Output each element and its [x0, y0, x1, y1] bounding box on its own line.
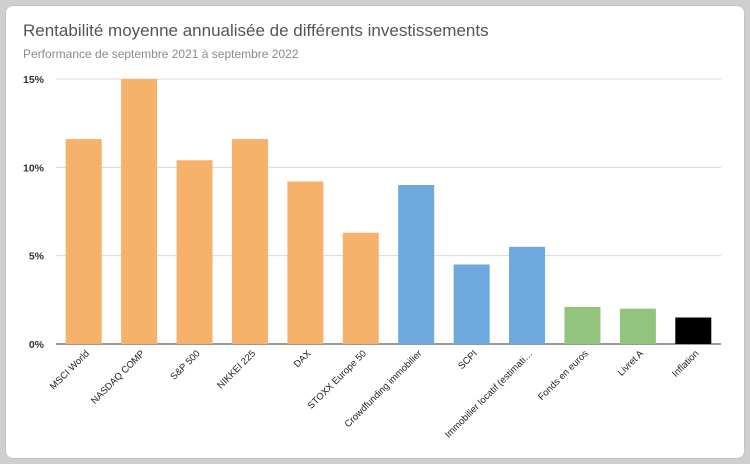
bar [65, 139, 102, 344]
bar [564, 306, 601, 344]
y-tick-labels: 0% 5% 10% 15% [23, 74, 45, 351]
bar [675, 317, 712, 344]
x-tick-label: Livret A [616, 348, 647, 379]
bar [121, 79, 158, 344]
gridlines [56, 78, 721, 345]
x-tick-label: NIKKEI 225 [215, 348, 258, 391]
bar [398, 185, 435, 344]
y-tick-label: 0% [29, 339, 45, 351]
x-tick-label: Fonds en euros [536, 348, 591, 403]
bar [176, 160, 213, 344]
bar [509, 246, 546, 344]
x-tick-label: NASDAQ COMP [89, 348, 147, 406]
bars [65, 79, 712, 344]
bar [287, 181, 324, 344]
y-tick-label: 10% [23, 162, 45, 174]
x-tick-label: DAX [292, 348, 314, 370]
chart-title: Rentabilité moyenne annualisée de différ… [23, 21, 489, 40]
chart-card: Rentabilité moyenne annualisée de différ… [5, 5, 745, 459]
bar [619, 308, 656, 344]
bar [453, 264, 490, 344]
bar [342, 232, 379, 344]
x-tick-label: SCPI [456, 348, 479, 371]
x-tick-label: MSCI World [48, 348, 92, 392]
x-tick-label: S&P 500 [168, 348, 202, 382]
x-tick-label: Inflation [670, 348, 701, 379]
y-tick-label: 5% [29, 251, 45, 263]
chart-subtitle: Performance de septembre 2021 à septembr… [23, 47, 299, 61]
bar [231, 139, 268, 344]
x-tick-label: STOXX Europe 50 [306, 348, 369, 411]
y-tick-label: 15% [23, 74, 45, 86]
